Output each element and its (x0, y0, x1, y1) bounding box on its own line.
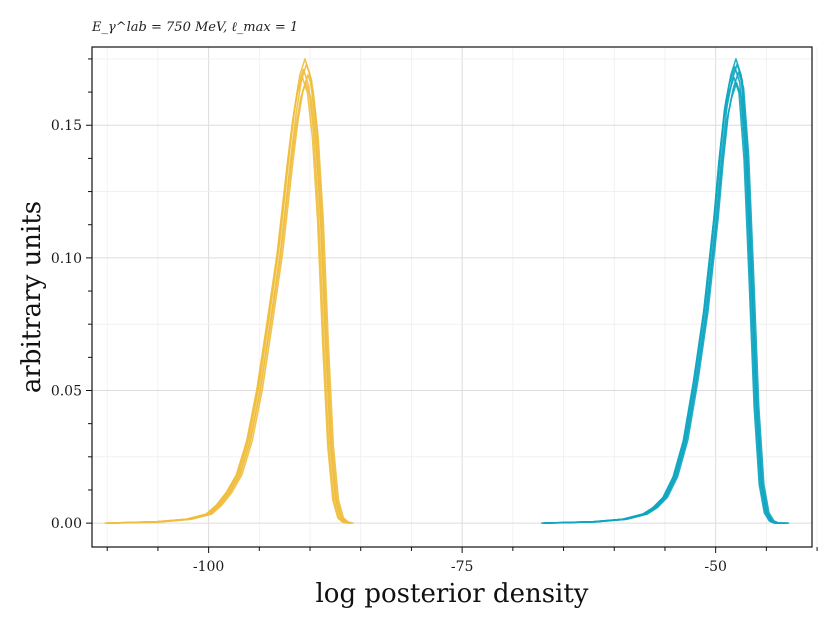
density-line-group-2-chain-5 (541, 76, 785, 524)
x-axis-label: log posterior density (315, 579, 588, 609)
x-tick-label: -50 (704, 559, 727, 575)
y-tick-label: 0.10 (51, 251, 82, 267)
series-layer (104, 58, 790, 524)
y-tick-label: 0.05 (51, 384, 82, 400)
density-line-group-2-chain-6 (543, 82, 788, 524)
density-line-group-2-chain-4 (545, 71, 790, 524)
density-line-group-1-chain-6 (107, 82, 352, 524)
density-line-group-1-chain-5 (104, 76, 349, 524)
x-tick-label: -100 (193, 559, 224, 575)
grid (92, 47, 818, 547)
y-tick-label: 0.00 (51, 516, 82, 532)
density-line-group-1-chain-4 (110, 74, 354, 524)
y-axis-label: arbitrary units (17, 201, 47, 393)
x-tick-label: -75 (451, 559, 474, 575)
y-axis-ticks: 0.00 0.05 0.10 0.15 (51, 58, 92, 532)
plot-frame (91, 46, 813, 548)
chart-title: E_γ^lab = 750 MeV, ℓ_max = 1 (91, 20, 298, 35)
x-axis-ticks: -100 -75 -50 (106, 547, 818, 575)
y-tick-label: 0.15 (51, 118, 82, 134)
